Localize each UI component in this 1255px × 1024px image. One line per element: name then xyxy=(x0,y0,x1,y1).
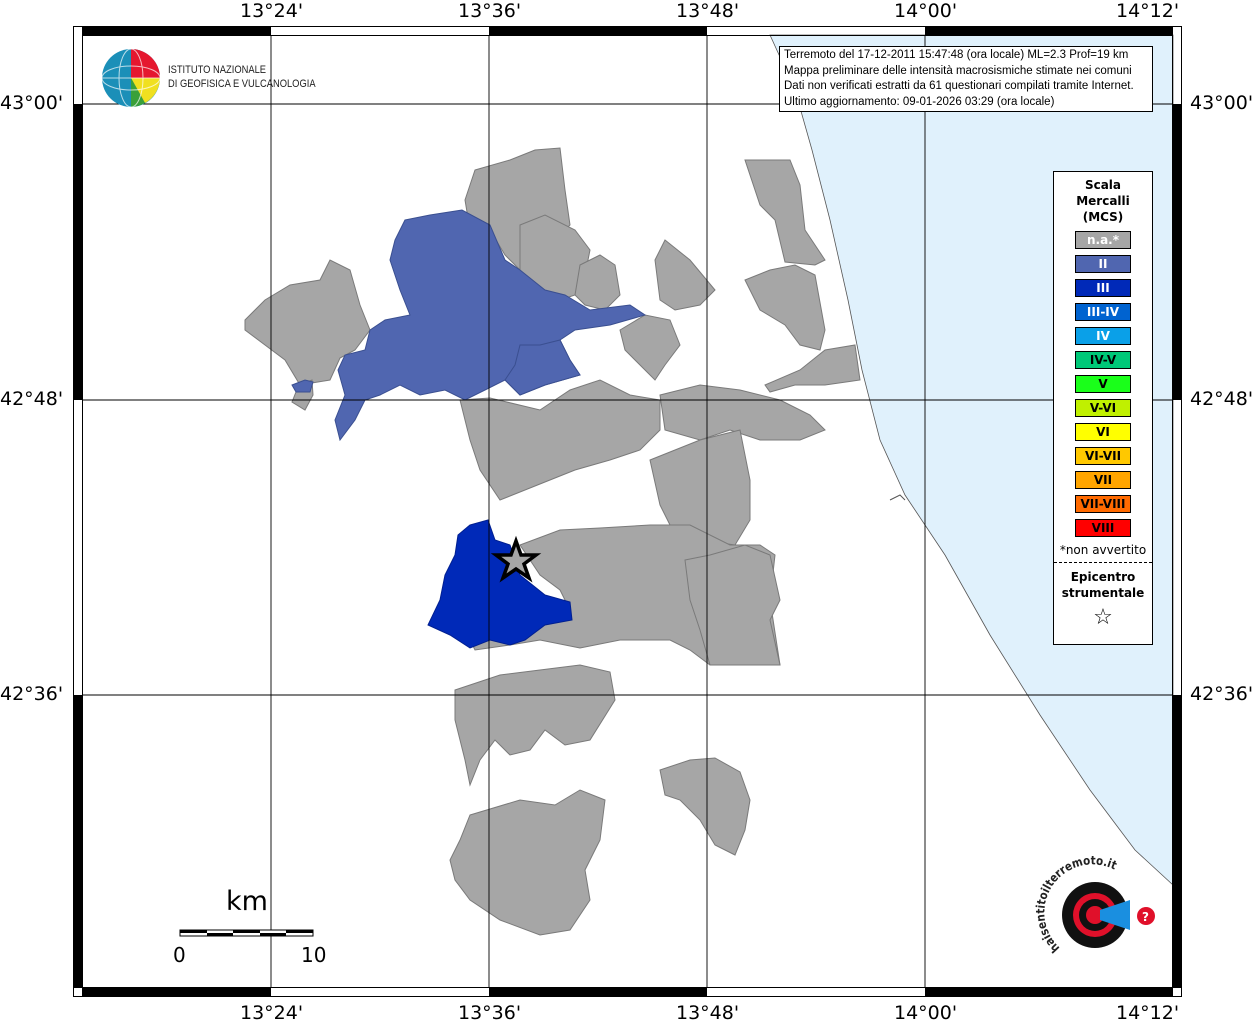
legend-swatch: V xyxy=(1075,375,1131,393)
lon-label-top: 14°00' xyxy=(894,0,958,22)
legend-swatch: V-VI xyxy=(1075,399,1131,417)
ingv-name: ISTITUTO NAZIONALE DI GEOFISICA E VULCAN… xyxy=(168,63,316,91)
legend-swatch: VI-VII xyxy=(1075,447,1131,465)
lat-label-left: 42°48' xyxy=(0,388,64,410)
legend-title-line: Mercalli xyxy=(1076,194,1130,208)
info-line: Terremoto del 17-12-2011 15:47:48 (ora l… xyxy=(784,49,1129,61)
svg-text:?: ? xyxy=(1142,910,1149,924)
haisentito-logo: ? haisentitoilterremoto.it xyxy=(1033,853,1155,956)
lon-label-top: 13°24' xyxy=(240,0,304,22)
coast-detail xyxy=(889,494,906,501)
epicenter-star[interactable] xyxy=(490,535,542,583)
info-line: Ultimo aggiornamento: 09-01-2026 03:29 (… xyxy=(784,95,1055,108)
lat-label-left: 43°00' xyxy=(0,92,64,114)
event-info-box: Terremoto del 17-12-2011 15:47:48 (ora l… xyxy=(779,46,1153,112)
legend-epicenter-label: Epicentro strumentale xyxy=(1054,569,1152,601)
comuni-intensity-II xyxy=(291,209,647,442)
scale-bar xyxy=(179,929,314,937)
lon-label-bottom: 14°00' xyxy=(894,1002,958,1024)
legend-epicenter-line: strumentale xyxy=(1061,586,1145,600)
legend-swatch: IV-V xyxy=(1075,351,1131,369)
legend-star-icon: ☆ xyxy=(1093,605,1113,630)
lon-label-bottom: 13°48' xyxy=(676,1002,740,1024)
mercalli-legend: Scala Mercalli (MCS) n.a.* II III III-IV IV I… xyxy=(1053,171,1153,645)
question-badge-icon xyxy=(1137,907,1155,925)
legend-title: Scala Mercalli (MCS) xyxy=(1054,177,1152,225)
lat-label-left: 42°36' xyxy=(0,683,64,705)
legend-swatch: VII xyxy=(1075,471,1131,489)
lon-label-top: 13°36' xyxy=(458,0,522,22)
ingv-logo xyxy=(101,48,161,108)
legend-swatch: n.a.* xyxy=(1075,231,1131,249)
lon-label-bottom: 13°24' xyxy=(240,1002,304,1024)
lon-label-bottom: 13°36' xyxy=(458,1002,522,1024)
lon-label-bottom: 14°12' xyxy=(1116,1002,1180,1024)
lat-label-right: 43°00' xyxy=(1190,92,1254,114)
scale-min: 0 xyxy=(173,943,186,967)
legend-note: *non avvertito xyxy=(1059,543,1147,557)
ingv-name-line2: DI GEOFISICA E VULCANOLOGIA xyxy=(168,78,316,90)
comuni-not-felt xyxy=(244,147,861,936)
legend-swatch: III-IV xyxy=(1075,303,1131,321)
info-line: Dati non verificati estratti da 61 quest… xyxy=(784,80,1134,92)
legend-swatch: VIII xyxy=(1075,519,1131,537)
legend-swatch: II xyxy=(1075,255,1131,273)
legend-swatches: n.a.* II III III-IV IV IV-V V V-VI VI VI-VII VII VI… xyxy=(1054,231,1152,537)
scale-max: 10 xyxy=(301,943,327,967)
info-line: Mappa preliminare delle intensità macros… xyxy=(784,64,1132,77)
lon-label-top: 13°48' xyxy=(676,0,740,22)
scale-unit: km xyxy=(226,886,268,917)
lon-label-top: 14°12' xyxy=(1116,0,1180,22)
legend-title-line: (MCS) xyxy=(1082,210,1124,224)
legend-epicenter-line: Epicentro xyxy=(1070,570,1136,584)
lat-label-right: 42°48' xyxy=(1190,388,1254,410)
legend-divider xyxy=(1054,562,1152,563)
legend-swatch: III xyxy=(1075,279,1131,297)
lat-label-right: 42°36' xyxy=(1190,683,1254,705)
legend-swatch: IV xyxy=(1075,327,1131,345)
ingv-name-line1: ISTITUTO NAZIONALE xyxy=(168,64,267,76)
legend-swatch: VII-VIII xyxy=(1075,495,1131,513)
legend-title-line: Scala xyxy=(1084,178,1122,192)
legend-swatch: VI xyxy=(1075,423,1131,441)
map-frame xyxy=(73,26,1182,997)
